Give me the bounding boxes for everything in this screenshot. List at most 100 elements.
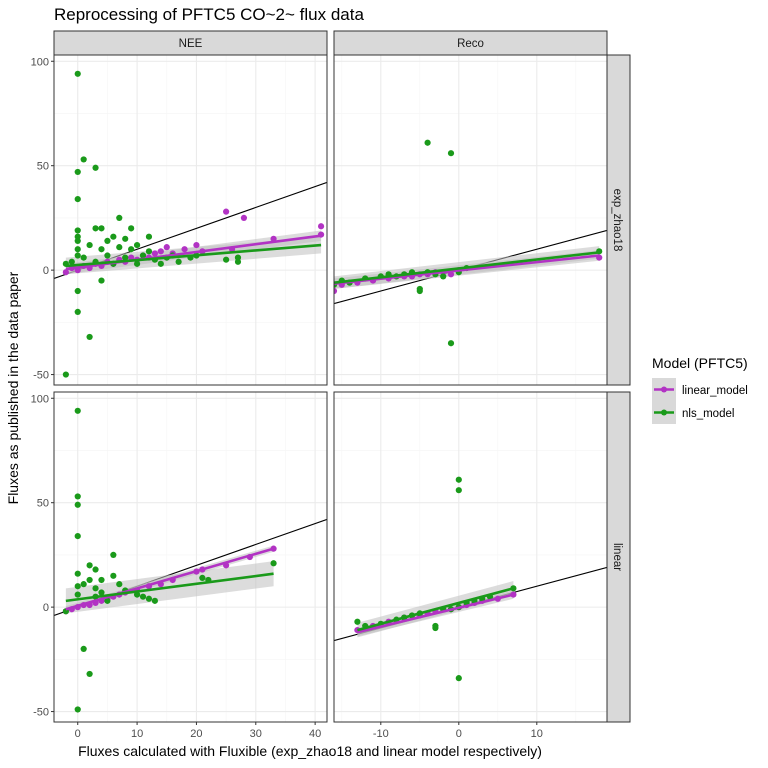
data-point-nls-model <box>74 252 81 259</box>
panel-background <box>54 392 327 722</box>
panel-background <box>334 55 607 385</box>
data-point-nls-model <box>80 156 87 163</box>
data-point-nls-model <box>447 150 455 157</box>
data-point-nls-model <box>122 235 129 242</box>
panel-background <box>54 55 327 385</box>
data-point-nls-model <box>74 308 81 315</box>
data-point-nls-model <box>270 560 277 567</box>
x-tick-label: -10 <box>373 728 389 740</box>
data-point-nls-model <box>157 260 164 267</box>
fit-line-linear-model <box>334 254 600 285</box>
data-point-nls-model <box>122 254 129 261</box>
data-point-nls-model <box>86 576 93 584</box>
fit-line-nls-model <box>334 251 600 284</box>
x-tick-label: 0 <box>456 728 462 740</box>
data-point-nls-model <box>128 246 135 253</box>
col-strip-nee <box>53 30 328 56</box>
data-point-nls-model <box>74 407 81 414</box>
data-point-nls-model <box>116 244 123 251</box>
legend-point-linear-model <box>661 386 667 393</box>
y-tick-label: 100 <box>31 56 49 68</box>
data-point-nls-model <box>133 241 141 249</box>
data-point-nls-model <box>74 237 81 244</box>
data-point-nls-model <box>80 254 87 261</box>
data-point-nls-model <box>74 287 81 295</box>
data-point-nls-model <box>92 164 99 171</box>
data-point-nls-model <box>116 581 123 588</box>
data-point-nls-model <box>104 597 111 604</box>
data-point-linear-model <box>157 248 164 255</box>
x-tick-label: 0 <box>75 728 81 740</box>
data-point-nls-model <box>354 618 361 625</box>
legend-label-linear-model: linear_model <box>682 385 748 397</box>
data-point-nls-model <box>110 572 117 579</box>
data-point-nls-model <box>128 225 135 232</box>
data-point-nls-model <box>74 501 81 508</box>
fit-line-linear-model <box>357 593 514 634</box>
panel-linear-nee: -50 0 50 100 0 10 20 30 40 <box>31 391 328 740</box>
data-point-nls-model <box>151 597 158 604</box>
data-point-nls-model <box>74 493 81 500</box>
data-point-nls-model <box>110 233 117 240</box>
data-point-nls-model <box>110 551 117 559</box>
x-tick-label: 20 <box>190 728 202 740</box>
data-point-nls-model <box>74 583 81 590</box>
data-point-nls-model <box>92 225 99 232</box>
data-point-nls-model <box>80 645 87 652</box>
data-point-nls-model <box>139 252 147 259</box>
data-point-nls-model <box>74 591 81 598</box>
data-point-nls-model <box>133 260 141 267</box>
data-point-linear-model <box>163 244 170 251</box>
data-point-nls-model <box>62 371 69 378</box>
row-strip-linear <box>606 391 631 723</box>
fit-line-nls-model <box>65 572 274 603</box>
data-point-nls-model <box>98 246 105 253</box>
y-tick-label: 0 <box>43 602 49 614</box>
data-point-nls-model <box>455 675 462 682</box>
data-point-nls-model <box>74 70 81 77</box>
panel-background <box>334 392 607 722</box>
data-point-nls-model <box>175 258 182 265</box>
data-point-nls-model <box>74 570 81 577</box>
data-point-nls-model <box>98 589 105 596</box>
data-point-nls-model <box>92 566 99 573</box>
data-point-nls-model <box>455 476 462 483</box>
data-point-linear-model <box>193 241 200 249</box>
data-point-linear-model <box>151 250 158 257</box>
col-strip-reco <box>333 30 608 56</box>
data-point-nls-model <box>92 585 99 592</box>
fit-line-nls-model <box>357 587 514 632</box>
x-tick-label: 10 <box>531 728 543 740</box>
panel-plot-area <box>54 392 327 722</box>
data-point-nls-model <box>145 595 153 602</box>
data-point-linear-model <box>240 214 248 222</box>
panel-linear-reco: -10 0 10 <box>333 391 608 740</box>
x-axis-title: Fluxes calculated with Fluxible (exp_zha… <box>78 743 542 759</box>
data-point-linear-model <box>62 269 69 276</box>
panel-border <box>53 391 328 723</box>
data-point-nls-model <box>424 139 431 146</box>
data-point-nls-model <box>86 333 93 341</box>
y-tick-label: -50 <box>33 707 49 719</box>
data-point-nls-model <box>86 670 93 678</box>
row-strip-exp-zhao18-label: exp_zhao18 <box>611 189 623 252</box>
legend-label-nls-model: nls_model <box>682 408 734 420</box>
fit-line-nls-model <box>65 243 322 268</box>
data-point-nls-model <box>86 562 93 569</box>
row-strip-linear-label: linear <box>611 543 623 571</box>
data-point-linear-model <box>317 223 325 230</box>
data-point-linear-model <box>270 235 277 242</box>
legend-title: Model (PFTC5) <box>652 355 748 371</box>
data-point-nls-model <box>223 256 230 263</box>
data-point-linear-model <box>334 287 338 295</box>
data-point-nls-model <box>234 258 242 265</box>
data-point-nls-model <box>98 277 105 284</box>
chart-title: Reprocessing of PFTC5 CO~2~ flux data <box>54 5 364 24</box>
data-point-nls-model <box>416 287 423 295</box>
legend-point-nls-model <box>661 409 667 416</box>
col-strip-nee-label: NEE <box>179 38 203 50</box>
panel-plot-area <box>334 392 607 722</box>
data-point-nls-model <box>447 340 455 347</box>
data-point-nls-model <box>74 246 81 253</box>
